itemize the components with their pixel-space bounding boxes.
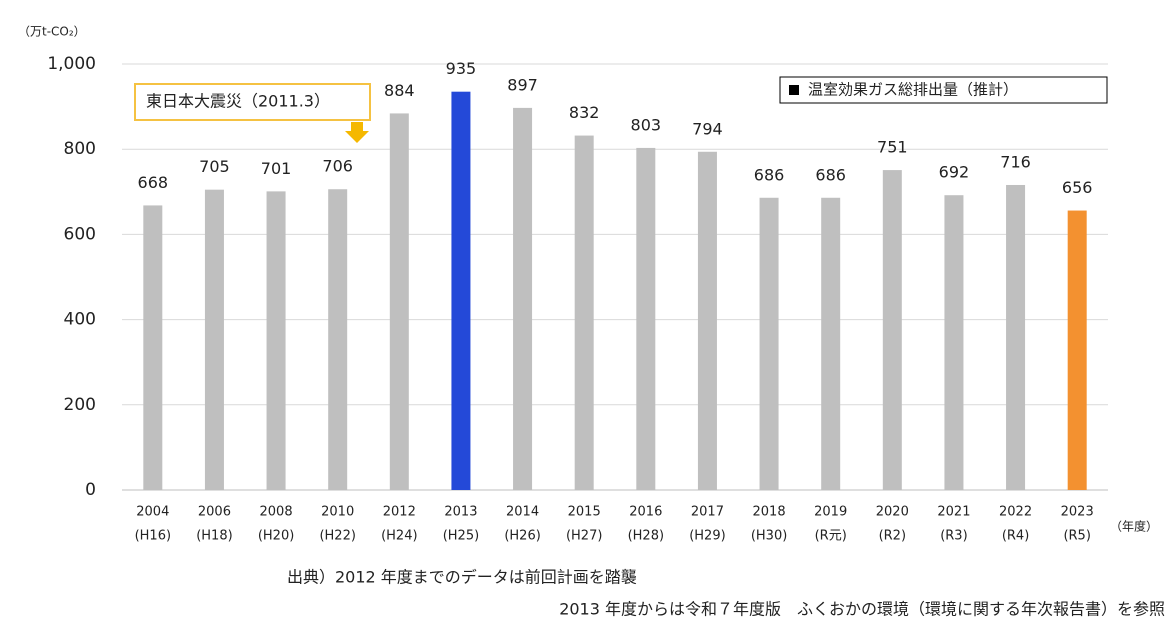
bar: [882, 170, 902, 490]
x-tick-sublabel: (H22): [319, 529, 355, 544]
bar: [574, 135, 594, 490]
bar: [1006, 184, 1026, 490]
x-tick-label: 2006: [198, 505, 231, 520]
x-tick-sublabel: (H29): [689, 529, 725, 544]
x-tick-sublabel: (R4): [1002, 529, 1029, 544]
y-tick-label: 800: [64, 139, 96, 159]
x-tick-label: 2010: [321, 505, 354, 520]
x-tick-sublabel: (H30): [751, 529, 787, 544]
legend-swatch: [789, 85, 799, 95]
value-label: 884: [384, 81, 415, 100]
x-tick-label: 2023: [1061, 505, 1094, 520]
x-tick-label: 2021: [937, 505, 970, 520]
x-tick-label: 2017: [691, 505, 724, 520]
x-tick-label: 2022: [999, 505, 1032, 520]
legend-label: 温室効果ガス総排出量（推計）: [808, 81, 1018, 99]
bar: [636, 147, 656, 490]
bar: [204, 189, 224, 491]
value-label: 716: [1000, 152, 1031, 171]
x-tick-sublabel: (H26): [504, 529, 540, 544]
x-tick-sublabel: (R3): [940, 529, 967, 544]
x-tick-label: 2012: [383, 505, 416, 520]
annotation: 東日本大震災（2011.3）: [146, 92, 330, 111]
bar: [821, 197, 841, 491]
value-label: 705: [199, 157, 230, 176]
x-tick-sublabel: (R5): [1063, 529, 1090, 544]
x-tick-sublabel: (H16): [135, 529, 171, 544]
x-tick-label: 2004: [136, 505, 169, 520]
x-tick-sublabel: (H24): [381, 529, 417, 544]
bar: [328, 189, 348, 490]
y-tick-label: 600: [64, 224, 96, 244]
value-label: 701: [261, 159, 292, 178]
x-tick-sublabel: (H27): [566, 529, 602, 544]
x-tick-sublabel: (H28): [628, 529, 664, 544]
x-tick-label: 2008: [260, 505, 293, 520]
note: 2013 年度からは令和７年度版 ふくおかの環境（環境に関する年次報告書）を参照: [559, 600, 1165, 619]
x-tick-sublabel: (H20): [258, 529, 294, 544]
y-tick-label: 1,000: [47, 54, 96, 74]
bar: [389, 113, 409, 490]
value-label: 794: [692, 119, 723, 138]
value-label: 692: [939, 163, 970, 182]
x-axis-label: （年度）: [1110, 519, 1158, 534]
bar: [1067, 210, 1087, 490]
x-tick-sublabel: (R2): [879, 529, 906, 544]
y-tick-label: 0: [85, 480, 96, 500]
x-tick-label: 2019: [814, 505, 847, 520]
value-label: 803: [631, 115, 662, 134]
x-tick-label: 2013: [444, 505, 477, 520]
y-tick-label: 200: [64, 395, 96, 415]
x-tick-sublabel: (R元): [815, 529, 847, 544]
annotation-arrow: [345, 122, 369, 143]
x-tick-sublabel: (H18): [196, 529, 232, 544]
bar: [143, 205, 163, 490]
note: 出典）2012 年度までのデータは前回計画を踏襲: [287, 568, 637, 587]
y-tick-label: 400: [64, 310, 96, 330]
x-tick-sublabel: (H25): [443, 529, 479, 544]
bar: [759, 197, 779, 491]
value-label: 706: [322, 157, 353, 176]
value-label: 897: [507, 75, 538, 94]
bar: [266, 191, 286, 490]
value-label: 832: [569, 103, 600, 122]
value-label: 751: [877, 138, 908, 157]
bar: [451, 91, 471, 490]
x-tick-label: 2016: [629, 505, 662, 520]
value-label: 686: [754, 165, 785, 184]
x-tick-label: 2014: [506, 505, 539, 520]
value-label: 668: [138, 173, 169, 192]
bar: [513, 107, 533, 491]
legend-box: [779, 76, 1108, 104]
x-tick-label: 2018: [753, 505, 786, 520]
value-label: 935: [446, 59, 477, 78]
annotation-box: [134, 83, 371, 121]
value-label: 656: [1062, 178, 1093, 197]
y-axis-label: （万t-CO₂）: [18, 25, 86, 39]
bar: [944, 195, 964, 490]
x-tick-label: 2015: [568, 505, 601, 520]
x-tick-label: 2020: [876, 505, 909, 520]
bar: [697, 151, 717, 491]
value-label: 686: [815, 165, 846, 184]
